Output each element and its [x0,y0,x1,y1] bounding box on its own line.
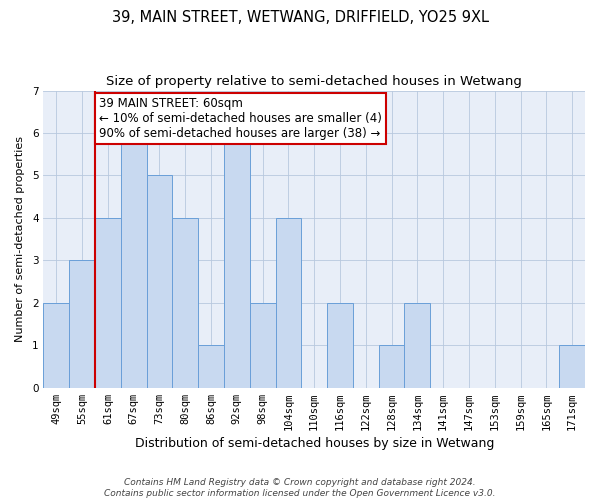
Bar [404,303,430,388]
Bar [121,133,146,388]
Text: 39 MAIN STREET: 60sqm
← 10% of semi-detached houses are smaller (4)
90% of semi-: 39 MAIN STREET: 60sqm ← 10% of semi-deta… [99,97,382,140]
Y-axis label: Number of semi-detached properties: Number of semi-detached properties [15,136,25,342]
Bar [379,345,404,388]
Bar [43,303,69,388]
Bar [327,303,353,388]
Bar [172,218,198,388]
X-axis label: Distribution of semi-detached houses by size in Wetwang: Distribution of semi-detached houses by … [134,437,494,450]
Bar [250,303,275,388]
Title: Size of property relative to semi-detached houses in Wetwang: Size of property relative to semi-detach… [106,75,522,88]
Bar [224,133,250,388]
Bar [275,218,301,388]
Text: Contains HM Land Registry data © Crown copyright and database right 2024.
Contai: Contains HM Land Registry data © Crown c… [104,478,496,498]
Bar [146,176,172,388]
Bar [198,345,224,388]
Bar [559,345,585,388]
Bar [95,218,121,388]
Text: 39, MAIN STREET, WETWANG, DRIFFIELD, YO25 9XL: 39, MAIN STREET, WETWANG, DRIFFIELD, YO2… [112,10,488,25]
Bar [69,260,95,388]
